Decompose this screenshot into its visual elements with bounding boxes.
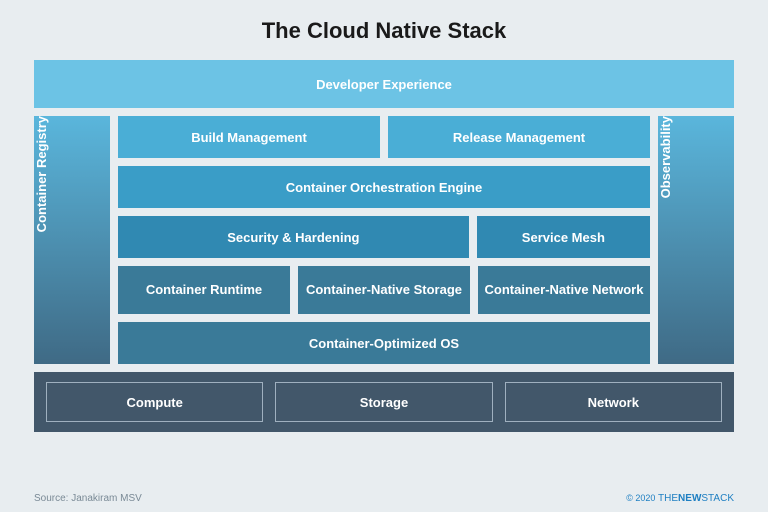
layer-release-management: Release Management: [388, 116, 650, 158]
stack-diagram: Developer Experience Container Registry …: [34, 60, 734, 432]
layer-container-native-network: Container-Native Network: [478, 266, 650, 314]
layer-container-runtime: Container Runtime: [118, 266, 290, 314]
row-optimized-os: Container-Optimized OS: [118, 322, 650, 364]
layer-service-mesh: Service Mesh: [477, 216, 650, 258]
brand-logo: THENEWSTACK: [658, 493, 734, 504]
row-build-release: Build Management Release Management: [118, 116, 650, 158]
brand-new: NEW: [678, 493, 701, 504]
copyright-text: © 2020: [626, 493, 655, 503]
brand-the: THE: [658, 493, 678, 504]
pillar-observability: Observability: [658, 116, 734, 364]
row-runtime-storage-network: Container Runtime Container-Native Stora…: [118, 266, 650, 314]
center-stack: Build Management Release Management Cont…: [118, 116, 650, 364]
layer-developer-experience: Developer Experience: [34, 60, 734, 108]
layer-orchestration-engine: Container Orchestration Engine: [118, 166, 650, 208]
pillar-container-registry: Container Registry: [34, 116, 110, 364]
diagram-title: The Cloud Native Stack: [34, 18, 734, 44]
layer-container-native-storage: Container-Native Storage: [298, 266, 470, 314]
footer: Source: Janakiram MSV © 2020 THENEWSTACK: [34, 493, 734, 504]
source-attribution: Source: Janakiram MSV: [34, 493, 142, 504]
row-infrastructure: Compute Storage Network: [34, 372, 734, 432]
layer-build-management: Build Management: [118, 116, 380, 158]
row-orchestration: Container Orchestration Engine: [118, 166, 650, 208]
layer-compute: Compute: [46, 382, 263, 422]
brand-attribution: © 2020 THENEWSTACK: [626, 493, 734, 504]
middle-section: Container Registry Build Management Rele…: [34, 116, 734, 364]
pillar-right-label: Observability: [658, 116, 673, 198]
layer-security-hardening: Security & Hardening: [118, 216, 469, 258]
layer-storage: Storage: [275, 382, 492, 422]
brand-stack: STACK: [701, 493, 734, 504]
row-security-mesh: Security & Hardening Service Mesh: [118, 216, 650, 258]
layer-container-optimized-os: Container-Optimized OS: [118, 322, 650, 364]
layer-network: Network: [505, 382, 722, 422]
pillar-left-label: Container Registry: [34, 116, 49, 232]
